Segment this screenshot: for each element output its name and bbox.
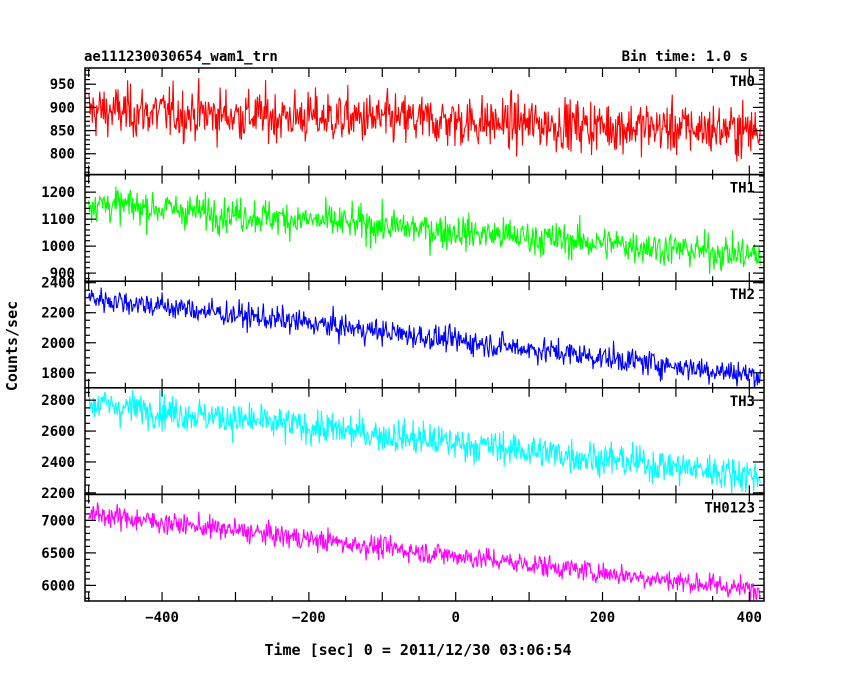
x-tick-label: 0 [451,610,459,626]
panel-th1: 900 1000 1100 1200 TH1 [41,173,765,282]
panels: 800 850 900 950 TH0 900 1000 1100 1200 TH1 1800 200… [41,67,765,602]
x-axis: −400 −200 0 200 400 [145,610,762,626]
header-left-title: ae111230030654_wam1_trn [84,49,278,65]
y-tick-label: 2800 [41,393,75,409]
series-th0 [88,78,761,162]
y-tick-label: 2000 [41,336,75,352]
y-tick-label: 6500 [41,546,75,562]
y-tick-label: 1800 [41,366,75,382]
series-th3 [88,389,761,495]
panel-label-th3: TH3 [730,394,755,410]
y-tick-label: 2200 [41,486,75,502]
y-tick-label: 2400 [41,276,75,292]
x-tick-label: −200 [292,610,326,626]
panel-label-th2: TH2 [730,287,755,303]
y-tick-label: 2400 [41,455,75,471]
series-th0123 [88,502,761,601]
x-tick-label: 200 [590,610,615,626]
panel-th0123: 6000 6500 7000 TH0123 [41,493,765,602]
y-tick-label: 1100 [41,212,75,228]
y-tick-label: 1000 [41,239,75,255]
y-axis-title: Counts/sec [3,301,21,391]
y-tick-label: 900 [50,100,75,116]
panel-label-th0123: TH0123 [704,500,755,516]
y-tick-label: 7000 [41,513,75,529]
series-th1 [88,186,761,275]
panel-th3: 2200 2400 2600 2800 TH3 [41,387,765,502]
panel-frame [84,173,765,282]
y-tick-label: 6000 [41,578,75,594]
y-tick-label: 2200 [41,306,75,322]
panel-th2: 1800 2000 2200 2400 TH2 [41,276,765,389]
series-th2 [88,287,761,388]
panel-label-th0: TH0 [730,74,755,90]
panel-frame [84,493,765,602]
x-tick-label: 400 [737,610,762,626]
y-tick-label: 800 [50,147,75,163]
header-bin-time: Bin time: 1.0 s [622,49,748,65]
y-tick-label: 850 [50,124,75,140]
y-tick-label: 1200 [41,185,75,201]
y-tick-label: 2600 [41,424,75,440]
panel-label-th1: TH1 [730,181,755,197]
y-tick-label: 950 [50,77,75,93]
y-tick-label: 900 [50,266,75,282]
x-axis-title: Time [sec] 0 = 2011/12/30 03:06:54 [264,641,571,659]
panel-th0: 800 850 900 950 TH0 [50,67,765,176]
x-tick-label: −400 [145,610,179,626]
